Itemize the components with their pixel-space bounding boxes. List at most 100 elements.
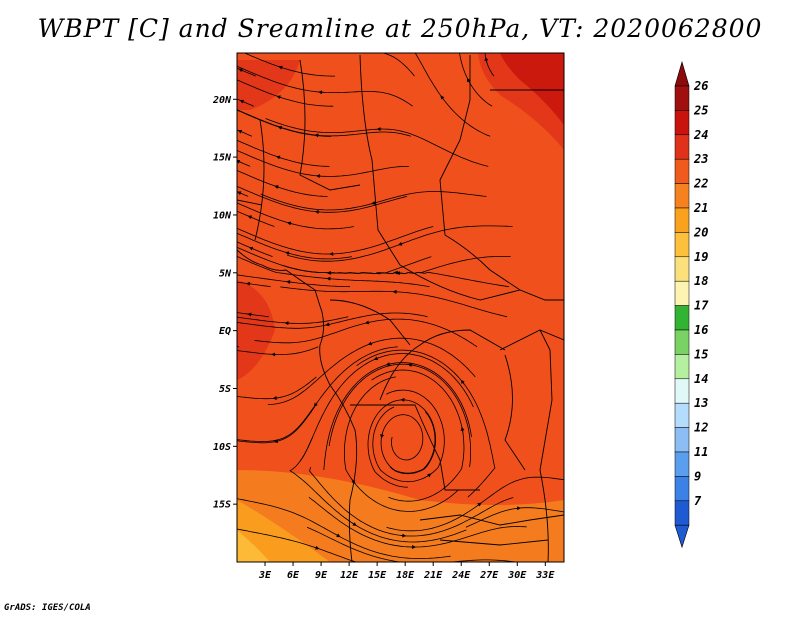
border-line	[399, 264, 564, 301]
colorbar-label: 15	[694, 347, 708, 361]
lon-tick-label: 33E	[535, 570, 555, 581]
colorbar-label: 23	[693, 152, 708, 166]
streamline-arrow	[467, 77, 471, 84]
streamline-arrow	[371, 200, 377, 205]
temperature-shading	[237, 53, 564, 562]
colorbar-label: 21	[693, 201, 708, 215]
colorbar-swatch	[674, 232, 690, 258]
lon-tick-label: 15E	[368, 570, 387, 581]
streamline-arrow	[237, 129, 243, 134]
border-line	[350, 404, 480, 491]
cooler-patch-south	[237, 470, 564, 562]
colorbar-top-arrow	[674, 60, 690, 87]
lat-tick-label: 5S	[219, 384, 231, 395]
streamline-arrow	[364, 320, 371, 325]
longitude-axis: 3E 6E 9E 12E 15E 18E 21E 24E 27E 30E 33E	[258, 562, 555, 581]
streamline-arrow	[335, 533, 341, 538]
colorbar-swatch	[674, 134, 690, 160]
streamline-arrow	[385, 362, 392, 367]
colorbar-swatch	[674, 85, 690, 111]
streamline-arrow	[239, 99, 245, 104]
streamline-arrow	[313, 402, 318, 407]
colorbar: 26 25 24 23 22 21 20 19 18 17 16 15 14 13 12 11 9 7	[674, 60, 709, 549]
colorbar-label: 20	[693, 225, 708, 239]
lon-tick-label: 9E	[315, 570, 328, 581]
streamline-arrow	[484, 56, 489, 63]
warm-patch-northwest	[237, 60, 300, 110]
lat-tick-label: EQ	[219, 326, 231, 337]
colorbar-swatch	[674, 183, 690, 209]
colorbar-swatch	[674, 500, 690, 526]
border-line	[419, 514, 564, 526]
streamline-arrow	[426, 473, 432, 478]
colorbar-swatch	[674, 451, 690, 477]
streamline-arrow	[440, 95, 445, 101]
border-line	[319, 311, 358, 562]
streamline-arrow	[398, 241, 404, 246]
streamline-arrow	[407, 363, 414, 367]
lon-tick-label: 6E	[287, 570, 300, 581]
streamline-arrow	[460, 379, 465, 385]
streamline-arrow	[314, 545, 320, 550]
map-plot-area	[229, 53, 564, 562]
colorbar-label: 16	[694, 323, 708, 337]
map-title: WBPT [C] and Sreamline at 250hPa, VT: 20…	[37, 14, 763, 43]
lat-tick-label: 15N	[213, 153, 232, 164]
lon-tick-label: 12E	[340, 570, 359, 581]
lat-tick-label: 10S	[213, 442, 231, 453]
map-frame	[236, 52, 565, 563]
border-line	[439, 55, 471, 236]
border-line	[439, 539, 549, 546]
streamline-arrow	[373, 356, 379, 361]
border-line	[254, 119, 265, 241]
colorbar-swatch	[674, 207, 690, 233]
streamline-arrow	[247, 215, 253, 220]
colorbar-swatch	[674, 354, 690, 380]
cool-patch-southwest	[237, 500, 330, 562]
colorbar-swatch	[674, 476, 690, 502]
streamline-arrow	[237, 159, 241, 164]
streamline-arrow	[274, 185, 280, 189]
lat-tick-label: 5N	[219, 268, 232, 279]
streamline-arrow	[276, 155, 282, 160]
colorbar-label: 17	[694, 299, 709, 313]
colorbar-label: 14	[694, 372, 708, 386]
streamline-arrow	[276, 95, 282, 100]
border-line	[539, 329, 553, 562]
border-line	[499, 329, 564, 351]
streamline-arrow	[278, 65, 284, 70]
colorbar-swatch	[674, 402, 690, 428]
colorbar-label: 25	[693, 103, 708, 117]
colorbar-label: 7	[694, 494, 702, 508]
coolest-patch-southwest	[237, 530, 270, 562]
streamline	[381, 53, 415, 77]
streamline-arrow	[380, 432, 385, 439]
colorbar-swatch	[674, 256, 690, 282]
streamline-arrow	[351, 479, 356, 484]
colorbar-label: 24	[693, 128, 708, 142]
streamline-arrow	[367, 341, 373, 346]
lon-tick-label: 27E	[479, 570, 499, 581]
streamline-arrow	[325, 322, 331, 327]
streamline	[306, 526, 519, 562]
colorbar-swatch	[674, 305, 690, 331]
colorbar-swatch	[674, 329, 690, 355]
lat-tick-label: 20N	[212, 95, 232, 106]
hot-patch-northeast	[500, 53, 564, 125]
streamline	[229, 406, 236, 407]
streamline-arrow	[273, 439, 279, 444]
border-line	[329, 299, 411, 346]
streamlines	[229, 53, 564, 562]
streamline-arrow	[286, 221, 293, 226]
colorbar-label: 19	[694, 250, 708, 264]
country-borders	[237, 54, 564, 562]
colorbar-label: 13	[694, 396, 708, 410]
lon-tick-label: 30E	[507, 570, 527, 581]
lat-tick-label: 10N	[213, 210, 232, 221]
lon-tick-label: 18E	[396, 570, 415, 581]
colorbar-label: 22	[693, 177, 708, 191]
border-line	[359, 54, 401, 266]
streamline-arrow	[352, 522, 357, 526]
colorbar-label: 11	[694, 445, 708, 459]
